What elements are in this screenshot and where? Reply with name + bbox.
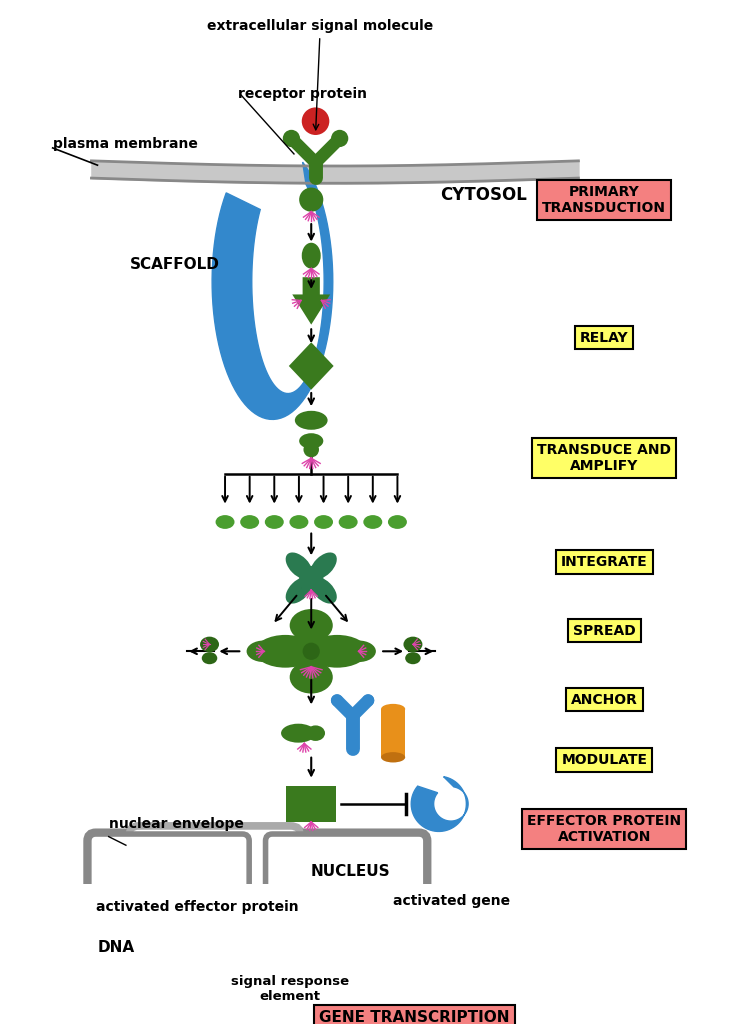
FancyBboxPatch shape	[89, 834, 249, 893]
Circle shape	[299, 566, 323, 590]
FancyBboxPatch shape	[129, 826, 301, 911]
Polygon shape	[412, 776, 468, 831]
Text: plasma membrane: plasma membrane	[53, 136, 197, 151]
Ellipse shape	[216, 515, 235, 528]
Text: GENE TRANSCRIPTION: GENE TRANSCRIPTION	[319, 1010, 510, 1024]
Circle shape	[331, 694, 343, 707]
Ellipse shape	[381, 753, 405, 763]
Ellipse shape	[404, 637, 423, 652]
Text: SPREAD: SPREAD	[573, 624, 636, 638]
Ellipse shape	[314, 515, 333, 528]
Ellipse shape	[299, 433, 323, 449]
Polygon shape	[212, 162, 333, 420]
Ellipse shape	[286, 577, 312, 603]
Text: EFFECTOR PROTEIN
ACTIVATION: EFFECTOR PROTEIN ACTIVATION	[527, 814, 681, 844]
Ellipse shape	[289, 515, 308, 528]
Ellipse shape	[307, 635, 367, 668]
Text: MODULATE: MODULATE	[561, 753, 647, 767]
Text: CYTOSOL: CYTOSOL	[440, 186, 527, 205]
FancyBboxPatch shape	[129, 826, 301, 911]
Circle shape	[302, 108, 330, 135]
Text: extracellular signal molecule: extracellular signal molecule	[207, 18, 433, 33]
Text: nuclear envelope: nuclear envelope	[109, 817, 243, 830]
Text: activated gene: activated gene	[393, 894, 510, 908]
FancyBboxPatch shape	[265, 834, 426, 893]
Ellipse shape	[289, 609, 333, 642]
FancyBboxPatch shape	[265, 834, 426, 893]
Ellipse shape	[381, 703, 405, 714]
Ellipse shape	[278, 913, 311, 932]
Text: RELAY: RELAY	[580, 331, 629, 344]
Text: DNA: DNA	[97, 940, 135, 955]
Text: PRIMARY
TRANSDUCTION: PRIMARY TRANSDUCTION	[542, 184, 666, 215]
Circle shape	[331, 130, 348, 147]
Circle shape	[303, 643, 320, 659]
Ellipse shape	[281, 724, 316, 742]
Circle shape	[283, 130, 300, 147]
Ellipse shape	[341, 641, 376, 663]
Ellipse shape	[301, 908, 325, 924]
Ellipse shape	[310, 553, 337, 580]
Circle shape	[303, 441, 319, 458]
Text: signal response
element: signal response element	[230, 975, 349, 1002]
Ellipse shape	[310, 577, 337, 603]
Bar	[264, 940, 331, 957]
Bar	[381, 709, 405, 758]
Bar	[336, 940, 495, 957]
Ellipse shape	[306, 725, 325, 741]
Ellipse shape	[286, 553, 312, 580]
Ellipse shape	[302, 243, 321, 268]
Circle shape	[299, 187, 323, 212]
Text: ANCHOR: ANCHOR	[571, 692, 637, 707]
Circle shape	[308, 156, 322, 169]
Ellipse shape	[405, 652, 421, 665]
Circle shape	[362, 694, 374, 707]
Ellipse shape	[240, 515, 260, 528]
Ellipse shape	[246, 641, 281, 663]
Ellipse shape	[388, 515, 407, 528]
Text: INTEGRATE: INTEGRATE	[561, 555, 648, 568]
Ellipse shape	[295, 411, 327, 430]
Ellipse shape	[289, 660, 333, 693]
Ellipse shape	[200, 637, 219, 652]
Ellipse shape	[202, 652, 217, 665]
FancyBboxPatch shape	[89, 834, 249, 893]
Ellipse shape	[255, 635, 316, 668]
Text: NUCLEUS: NUCLEUS	[310, 863, 390, 879]
Text: receptor protein: receptor protein	[238, 87, 367, 101]
Bar	[287, 785, 336, 822]
Text: TRANSDUCE AND
AMPLIFY: TRANSDUCE AND AMPLIFY	[537, 443, 671, 473]
Ellipse shape	[338, 515, 357, 528]
Ellipse shape	[295, 905, 314, 920]
Text: SCAFFOLD: SCAFFOLD	[130, 257, 220, 271]
Polygon shape	[292, 278, 330, 325]
Ellipse shape	[363, 515, 382, 528]
Text: activated effector protein: activated effector protein	[96, 900, 298, 914]
Ellipse shape	[287, 638, 335, 665]
Ellipse shape	[265, 515, 284, 528]
Polygon shape	[289, 342, 333, 390]
